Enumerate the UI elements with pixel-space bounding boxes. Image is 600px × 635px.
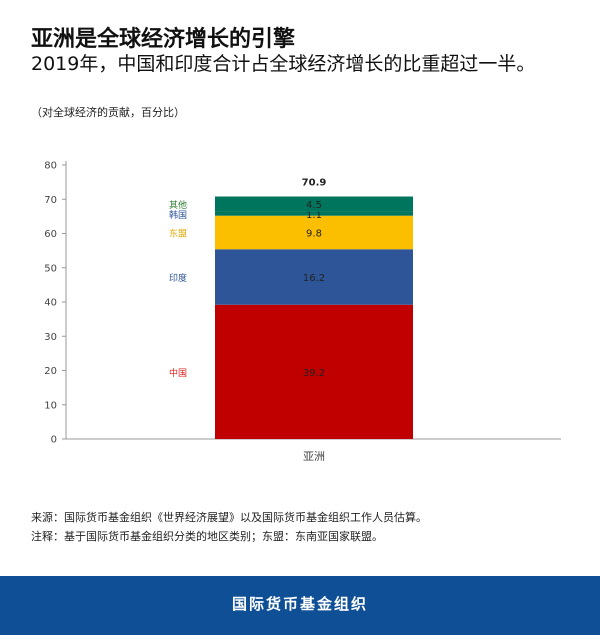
y-tick-label: 0: [51, 435, 57, 446]
y-tick-label: 80: [44, 161, 57, 172]
chart-subtitle: 2019年，中国和印度合计占全球经济增长的比重超过一半。: [31, 53, 536, 75]
x-category-label: 亚洲: [303, 450, 325, 463]
bar-segment-2: [215, 215, 413, 250]
y-tick-label: 30: [44, 332, 57, 343]
bar-segment-1: [215, 249, 413, 305]
data-label-0: 39.2: [303, 368, 325, 379]
series-label-1: 印度: [169, 272, 187, 284]
definition-note: 注释：基于国际货币基金组织分类的地区类别；东盟：东南亚国家联盟。: [31, 530, 383, 543]
chart-title: 亚洲是全球经济增长的引擎: [31, 27, 296, 52]
total-label: 70.9: [302, 178, 327, 189]
y-tick-label: 40: [44, 298, 57, 309]
data-label-1: 16.2: [303, 273, 325, 284]
y-tick-label: 10: [44, 400, 57, 411]
series-label-0: 中国: [169, 367, 187, 379]
bar-segment-0: [215, 304, 413, 439]
y-tick-label: 70: [44, 195, 57, 206]
y-tick-label: 20: [44, 366, 57, 377]
series-label-2: 东盟: [169, 227, 187, 239]
y-tick-label: 60: [44, 229, 57, 240]
data-label-3: 1.1: [306, 210, 322, 221]
data-label-2: 9.8: [306, 228, 322, 239]
data-label-4: 4.5: [306, 200, 322, 211]
bar-segment-3: [215, 211, 413, 216]
footer-org-name: 国际货币基金组织: [231, 595, 368, 613]
unit-note: （对全球经济的贡献，百分比）: [31, 106, 185, 119]
series-label-4: 其他: [169, 199, 187, 211]
bar-segment-4: [215, 196, 413, 212]
source-note: 来源：国际货币基金组织《世界经济展望》以及国际货币基金组织工作人员估算。: [31, 511, 427, 524]
footer-bar: 国际货币基金组织: [0, 576, 600, 635]
stacked-bar-chart: 0 10 20 30 40 50 60 70 80 39.2 中国 16.2 印度 9.8 东盟 1.1 韩国 4…: [44, 161, 561, 463]
y-tick-label: 50: [44, 263, 57, 274]
series-label-3: 韩国: [169, 209, 187, 221]
